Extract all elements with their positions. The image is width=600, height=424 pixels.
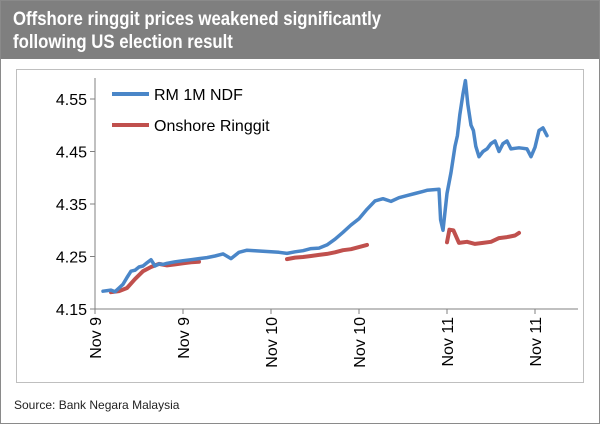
x-tick-label: Nov 9 xyxy=(88,317,105,359)
onshore-series-line xyxy=(285,242,369,262)
x-tick-label: Nov 11 xyxy=(440,317,457,367)
y-tick-label: 4.35 xyxy=(56,197,87,214)
source-note: Source: Bank Negara Malaysia xyxy=(14,398,180,412)
chart-title: Offshore ringgit prices weakened signifi… xyxy=(13,8,495,54)
title-bar: Offshore ringgit prices weakened signifi… xyxy=(1,1,599,59)
legend-label: RM 1M NDF xyxy=(154,87,243,104)
ndf-series-line xyxy=(101,78,549,294)
chart-title-line-1: Offshore ringgit prices weakened signifi… xyxy=(13,8,382,30)
x-tick-label: Nov 10 xyxy=(264,317,281,368)
y-tick-label: 4.55 xyxy=(56,92,87,109)
chart-title-line-2: following US election result xyxy=(13,31,233,53)
x-tick-label: Nov 11 xyxy=(528,317,545,367)
y-tick-label: 4.45 xyxy=(56,145,87,162)
onshore-series-line xyxy=(445,227,521,246)
x-tick-label: Nov 10 xyxy=(352,317,369,368)
x-tick-label: Nov 9 xyxy=(176,317,193,359)
chart-panel: 4.15 4.25 4.35 4.45 4.55 Nov 9 Nov 9 Nov 10 Nov … xyxy=(16,69,584,383)
legend-label: Onshore Ringgit xyxy=(154,118,270,135)
y-tick-label: 4.15 xyxy=(56,302,87,319)
line-chart: 4.15 4.25 4.35 4.45 4.55 Nov 9 Nov 9 Nov 10 Nov … xyxy=(56,78,578,368)
y-tick-label: 4.25 xyxy=(56,250,87,267)
